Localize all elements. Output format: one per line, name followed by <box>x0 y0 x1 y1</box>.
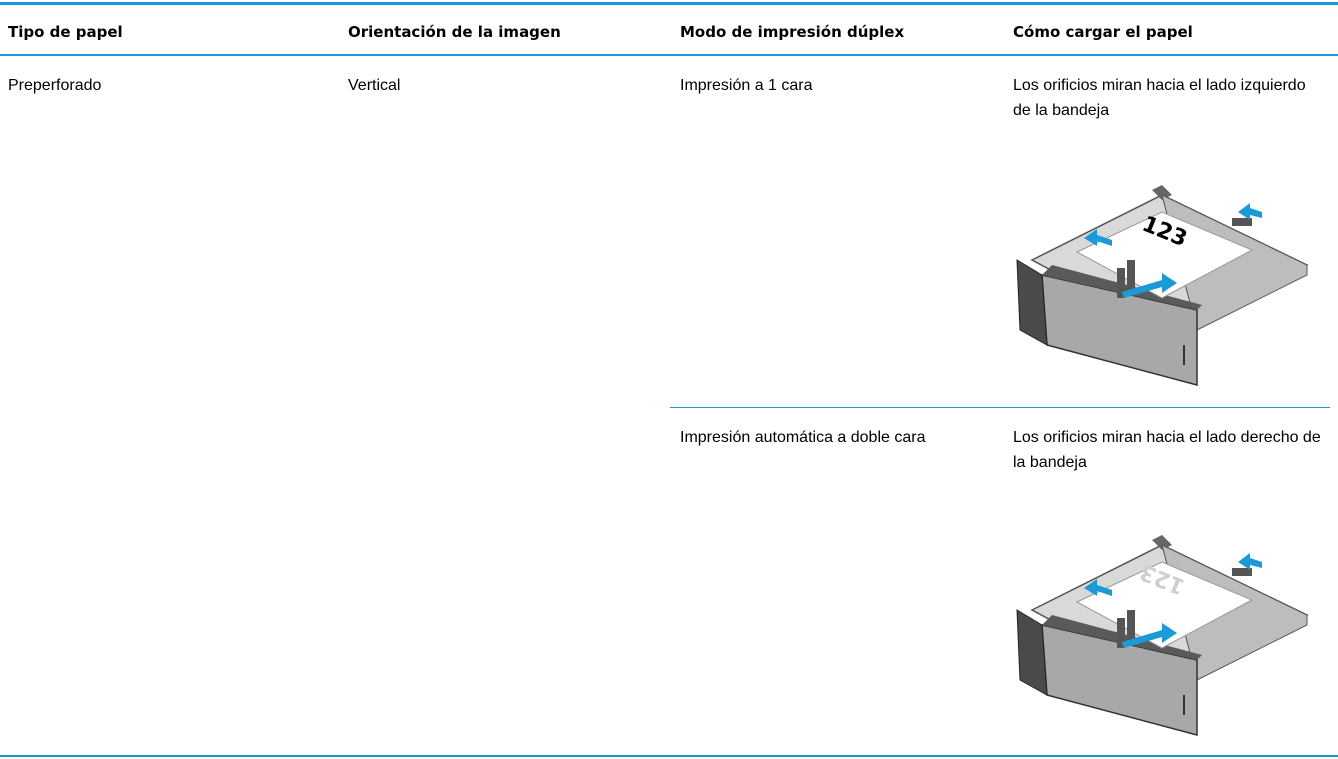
top-rule <box>0 2 1338 5</box>
tray-illustration: 123 <box>1016 184 1308 386</box>
duplex-mode: Impresión a 1 cara <box>680 77 813 94</box>
tray-illustration: 123 <box>1016 534 1308 736</box>
header-cell: Cómo cargar el papel <box>1013 23 1193 41</box>
row-rule <box>670 407 1330 408</box>
orientation: Vertical <box>348 77 401 94</box>
duplex-mode: Impresión automática a doble cara <box>680 429 926 446</box>
paper-type: Preperforado <box>8 77 102 94</box>
header-cell: Orientación de la imagen <box>348 23 561 41</box>
bottom-rule <box>0 755 1338 757</box>
loading-instructions: Los orificios miran hacia el lado izquie… <box>1013 77 1306 119</box>
header-cell: Tipo de papel <box>8 23 123 41</box>
header-cell: Modo de impresión dúplex <box>680 23 905 41</box>
loading-instructions: Los orificios miran hacia el lado derech… <box>1013 429 1321 471</box>
header-rule <box>0 54 1338 56</box>
